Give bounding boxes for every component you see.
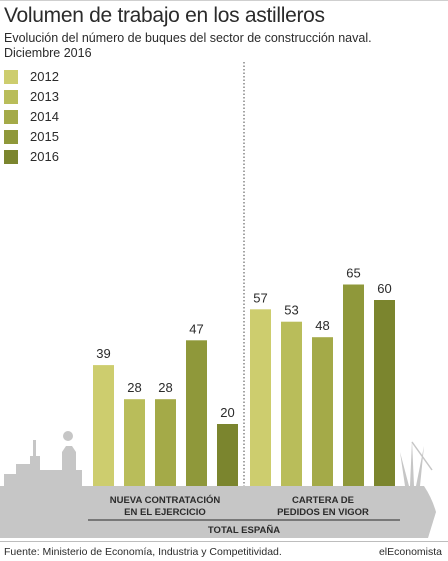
ship-superstructure [4, 456, 82, 486]
ship-hull [0, 486, 436, 538]
bar-2014 [155, 399, 176, 486]
bar-value-label: 48 [315, 318, 329, 333]
footer: Fuente: Ministerio de Economía, Industri… [0, 541, 448, 561]
ship-mast [33, 440, 36, 458]
bar-2016 [217, 424, 238, 486]
legend-swatch [4, 150, 18, 164]
top-rule [0, 0, 448, 1]
ship-funnel [62, 446, 76, 470]
legend-swatch [4, 110, 18, 124]
bar-value-label: 57 [253, 290, 267, 305]
bar-2014 [312, 337, 333, 486]
legend-label: 2014 [30, 109, 59, 124]
category-label-line: PEDIDOS EN VIGOR [277, 507, 369, 518]
legend-label: 2015 [30, 129, 59, 144]
ship-crane-arm [411, 441, 433, 471]
legend-item: 2013 [4, 88, 84, 108]
bar-value-label: 53 [284, 303, 298, 318]
ship-illustration [0, 431, 436, 538]
group-label: TOTAL ESPAÑA [208, 525, 280, 536]
bar-value-label: 65 [346, 266, 360, 281]
brand-logo: elEconomista [378, 546, 442, 558]
legend: 2012 2013 2014 2015 2016 [4, 68, 84, 168]
bar-2015 [343, 284, 364, 486]
category-label-line: EN EL EJERCICIO [124, 507, 206, 518]
legend-swatch [4, 70, 18, 84]
legend-item: 2016 [4, 148, 84, 168]
bar-value-label: 60 [377, 281, 391, 296]
legend-item: 2014 [4, 108, 84, 128]
chart-title: Volumen de trabajo en los astilleros [4, 4, 325, 27]
ship-funnel-cap [63, 431, 73, 441]
legend-swatch [4, 130, 18, 144]
bar-value-label: 28 [127, 380, 141, 395]
legend-swatch [4, 90, 18, 104]
source-note: Fuente: Ministerio de Economía, Industri… [4, 546, 282, 558]
ship-crane [400, 440, 424, 486]
bars-layer: 39 28 28 47 20 57 53 48 65 60 [93, 266, 395, 486]
bar-2013 [281, 321, 302, 486]
bar-value-label: 28 [158, 380, 172, 395]
bar-chart: 39 28 28 47 20 57 53 48 65 60 NUEVA CONTRATACIÓN … [0, 62, 436, 538]
legend-item: 2015 [4, 128, 84, 148]
category-label-line: CARTERA DE [292, 495, 354, 506]
bar-value-label: 20 [220, 405, 234, 420]
bar-value-label: 39 [96, 346, 110, 361]
category-labels: NUEVA CONTRATACIÓN EN EL EJERCICIO CARTE… [110, 494, 369, 518]
bar-value-label: 47 [189, 321, 203, 336]
bar-2012 [250, 309, 271, 486]
legend-label: 2016 [30, 149, 59, 164]
chart-subtitle: Evolución del número de buques del secto… [4, 31, 372, 60]
bar-2015 [186, 340, 207, 486]
bar-2013 [124, 399, 145, 486]
bar-2016 [374, 300, 395, 486]
legend-label: 2013 [30, 89, 59, 104]
legend-label: 2012 [30, 69, 59, 84]
legend-item: 2012 [4, 68, 84, 88]
category-label-line: NUEVA CONTRATACIÓN [110, 494, 221, 506]
bar-2012 [93, 365, 114, 486]
